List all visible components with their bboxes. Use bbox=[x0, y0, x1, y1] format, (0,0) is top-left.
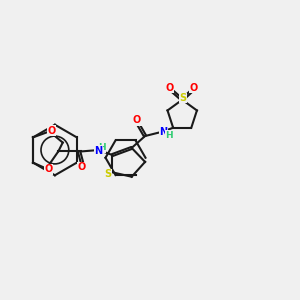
Text: O: O bbox=[44, 164, 52, 175]
Text: O: O bbox=[78, 162, 86, 172]
Text: H: H bbox=[98, 143, 106, 152]
Text: N: N bbox=[94, 146, 103, 156]
Text: S: S bbox=[179, 93, 186, 103]
Text: O: O bbox=[190, 83, 198, 93]
Text: O: O bbox=[133, 115, 141, 125]
Text: N: N bbox=[159, 127, 168, 136]
Text: S: S bbox=[104, 169, 112, 179]
Text: O: O bbox=[166, 83, 174, 93]
Text: H: H bbox=[166, 130, 173, 140]
Text: O: O bbox=[47, 125, 56, 136]
